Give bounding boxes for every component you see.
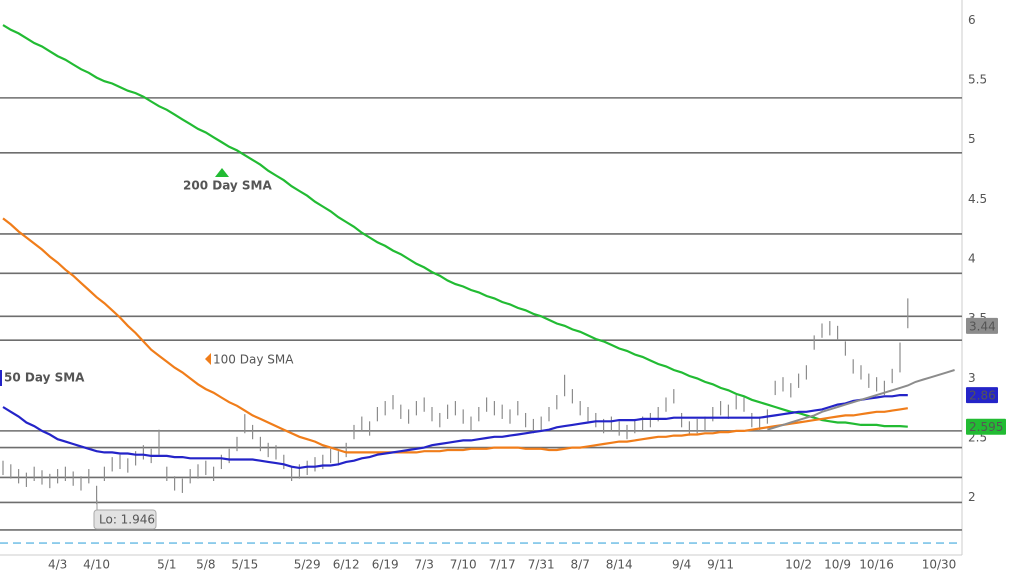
y-tick-label: 5.5 [968,72,987,86]
x-tick-label: 7/10 [450,558,477,572]
marker-bar [0,370,2,386]
x-tick-label: 7/3 [415,558,434,572]
annotation-box [93,509,157,530]
x-tick-label: 10/16 [859,558,894,572]
x-tick-label: 9/4 [672,558,691,572]
price-tag [966,387,998,404]
x-tick-label: 5/15 [231,558,258,572]
x-tick-label: 5/1 [157,558,176,572]
x-tick-label: 8/7 [571,558,590,572]
annotation: Lo: 1.946 [99,513,155,527]
sma-label: 100 Day SMA [213,353,294,367]
marker-up [215,168,229,177]
x-tick-label: 8/14 [606,558,633,572]
price-tag [966,418,1006,435]
x-tick-label: 10/9 [824,558,851,572]
x-tick-label: 10/2 [785,558,812,572]
x-tick-label: 5/29 [294,558,321,572]
x-tick-label: 10/30 [922,558,957,572]
price-tag-label: 3.44 [969,319,996,333]
x-tick-label: 6/12 [333,558,360,572]
x-tick-label: 7/31 [528,558,555,572]
y-tick-label: 6 [968,13,976,27]
x-tick-label: 9/11 [707,558,734,572]
sma-line [2,394,908,470]
price-tag [966,317,998,334]
price-tag-label: 2.86 [969,389,996,403]
marker-left [205,353,211,365]
sma-label: 50 Day SMA [4,371,85,385]
price-tag-label: 2.595 [969,420,1003,434]
y-tick-label: 4.5 [968,192,987,206]
x-tick-label: 4/3 [48,558,67,572]
y-tick-label: 4 [968,252,976,266]
sma-line [2,24,908,428]
sma-line [2,217,908,454]
x-tick-label: 7/17 [489,558,516,572]
y-tick-label: 3 [968,371,976,385]
sma-label: 200 Day SMA [183,179,273,193]
x-tick-label: 6/19 [372,558,399,572]
x-tick-label: 4/10 [83,558,110,572]
trend-line [767,369,955,431]
y-tick-label: 2 [968,490,976,504]
y-tick-label: 5 [968,132,976,146]
x-tick-label: 5/8 [196,558,215,572]
